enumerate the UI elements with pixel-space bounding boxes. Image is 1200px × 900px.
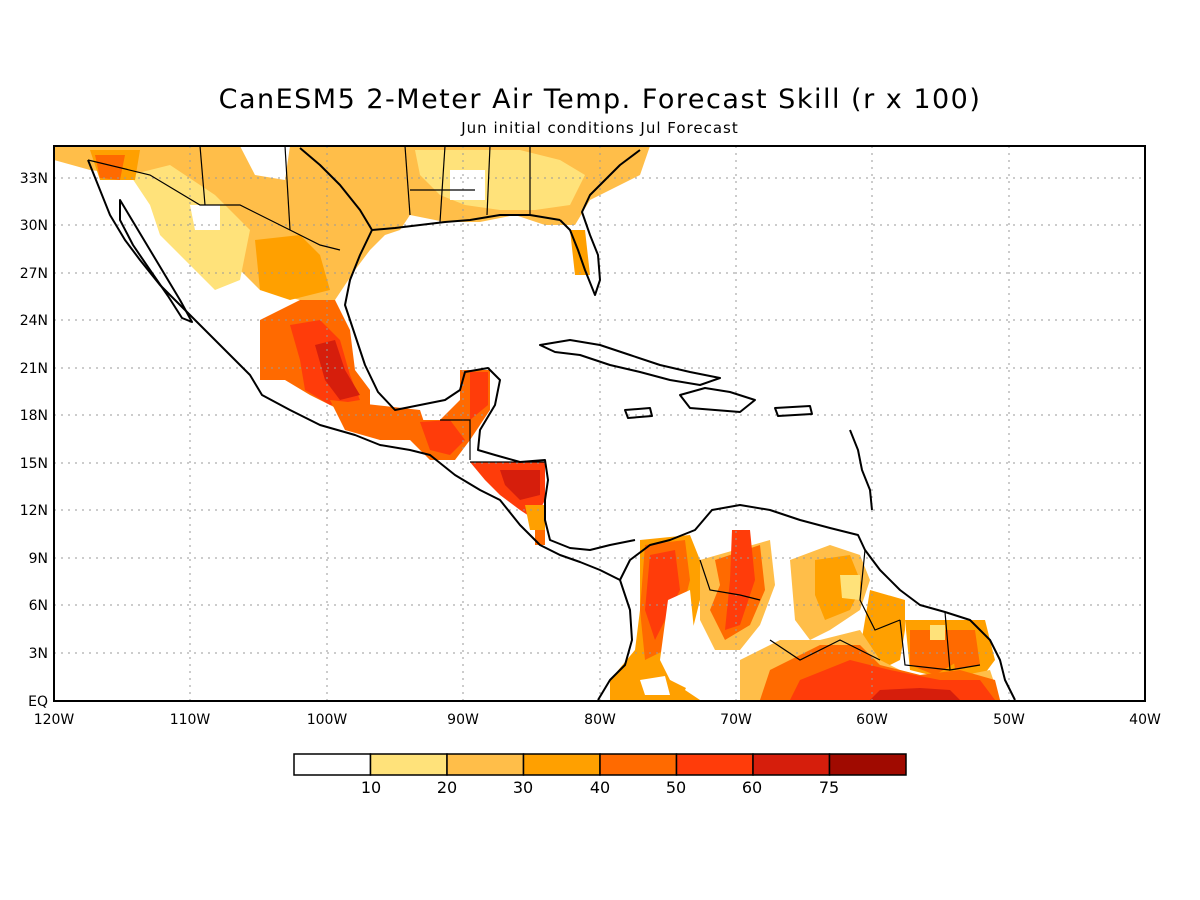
lon-label: 80W [584,712,616,728]
colorbar-swatch [369,753,448,776]
map-graticule [54,146,1145,701]
lon-label: 40W [1129,712,1161,728]
colorbar [293,753,907,776]
lat-label: 24N [20,313,48,329]
colorbar-swatch [675,753,754,776]
colorbar-labels: 10 20 30 40 50 60 75 [361,778,839,797]
colorbar-swatch [522,753,601,776]
colorbar-label: 10 [361,778,381,797]
lon-label: 90W [447,712,479,728]
colorbar-label: 50 [666,778,686,797]
map-frame [53,145,1146,702]
lon-label: 50W [993,712,1025,728]
skill-shading [54,146,1000,700]
lat-label: 15N [20,456,48,472]
colorbar-swatch [293,753,372,776]
colorbar-label: 30 [513,778,533,797]
colorbar-swatch [828,753,907,776]
lat-label: 6N [29,598,48,614]
lat-label: EQ [28,694,48,710]
lat-label: 9N [29,551,48,567]
lon-axis: 120W 110W 100W 90W 80W 70W 60W 50W 40W [34,712,1161,728]
lat-label: 21N [20,361,48,377]
colorbar-label: 60 [742,778,762,797]
colorbar-label: 40 [590,778,610,797]
colorbar-label: 20 [437,778,457,797]
coastlines [87,147,1016,701]
lat-label: 12N [20,503,48,519]
country-borders [87,146,981,671]
lat-label: 18N [20,408,48,424]
colorbar-swatch [752,753,831,776]
lon-label: 60W [856,712,888,728]
lat-label: 30N [20,218,48,234]
lat-axis: 33N 30N 27N 24N 21N 18N 15N 12N 9N 6N 3N… [20,171,48,710]
map-subtitle: Jun initial conditions Jul Forecast [461,119,739,137]
lon-label: 110W [170,712,211,728]
map-title: CanESM5 2-Meter Air Temp. Forecast Skill… [218,84,982,115]
lon-label: 100W [307,712,348,728]
colorbar-swatch [599,753,678,776]
colorbar-label: 75 [819,778,839,797]
lon-label: 70W [720,712,752,728]
lat-label: 33N [20,171,48,187]
lat-label: 27N [20,266,48,282]
lat-label: 3N [29,646,48,662]
colorbar-swatch [446,753,525,776]
lon-label: 120W [34,712,75,728]
